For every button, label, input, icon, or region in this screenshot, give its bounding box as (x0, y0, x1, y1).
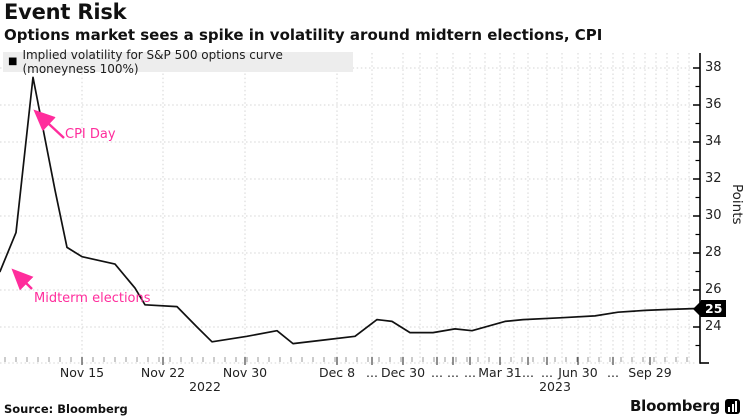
y-tick-label: 28 (705, 245, 722, 260)
x-tick-label: Nov 30 (222, 365, 268, 380)
legend: ■ Implied volatility for S&P 500 options… (3, 48, 353, 76)
badge-pointer-icon (693, 300, 701, 317)
annotation-cpi-day: CPI Day (65, 127, 116, 142)
bloomberg-logo: Bloomberg (630, 397, 740, 415)
y-tick-label: 30 (705, 208, 722, 223)
source-credit: Source: Bloomberg (4, 402, 128, 416)
x-tick-label: Dec 30 (380, 365, 426, 380)
x-tick-label: ... (541, 365, 553, 380)
x-major-ticks (81, 357, 651, 365)
x-minor-ticks (4, 357, 688, 362)
legend-swatch-icon: ■ (8, 56, 18, 67)
x-tick-label: ... (464, 365, 476, 380)
annotation-arrow-cpi-day (33, 109, 65, 139)
y-axis-title: Points (729, 184, 745, 225)
x-tick-label: Mar 31 (478, 365, 522, 380)
x-tick-label: Sep 29 (628, 365, 672, 380)
y-tick-label: 34 (705, 134, 722, 149)
x-tick-label: ... (431, 365, 443, 380)
page-title: Event Risk (4, 0, 127, 24)
x-tick-label: Nov 15 (59, 365, 105, 380)
x-tick-label: ... (607, 365, 619, 380)
x-tick-label: Dec 8 (318, 365, 356, 380)
x-tick-label: Jun 30 (558, 365, 598, 380)
year-label: 2023 (539, 379, 571, 394)
x-tick-label: ... (522, 365, 534, 380)
y-tick-label: 36 (705, 97, 722, 112)
badge-value: 25 (701, 300, 727, 317)
y-tick-label: 38 (705, 60, 722, 75)
year-label: 2022 (189, 379, 221, 394)
x-tick-label: Nov 22 (140, 365, 186, 380)
last-value-badge: 25 (693, 300, 727, 317)
legend-label: Implied volatility for S&P 500 options c… (22, 48, 283, 76)
chart-subtitle: Options market sees a spike in volatilit… (4, 26, 603, 44)
bloomberg-wordmark: Bloomberg (629, 397, 720, 415)
annotation-midterm-elections: Midterm elections (34, 291, 151, 306)
y-tick-label: 32 (705, 171, 722, 186)
y-tick-label: 26 (705, 282, 722, 297)
x-tick-label: ... (366, 365, 378, 380)
series-line (0, 76, 698, 345)
x-tick-label: ... (447, 365, 459, 380)
y-tick-label: 24 (705, 319, 722, 334)
annotation-arrow-midterm-elections (11, 268, 34, 291)
bloomberg-terminal-icon (725, 398, 740, 414)
